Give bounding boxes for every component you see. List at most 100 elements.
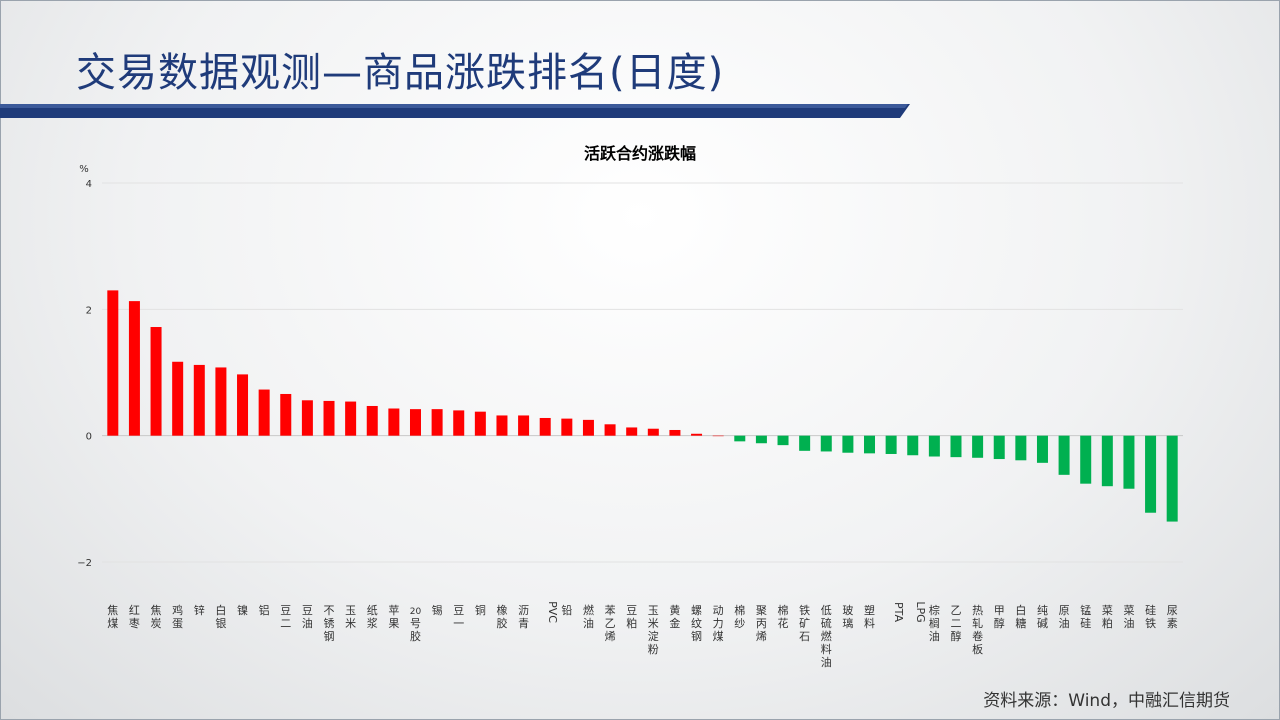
- x-tick-label: 豆二: [280, 604, 291, 630]
- x-tick-label: 焦煤: [107, 604, 118, 630]
- x-tick-label: 热轧卷板: [972, 604, 983, 656]
- bar-锡: [431, 409, 443, 436]
- bar-焦煤: [107, 290, 119, 436]
- bar-PVC: [539, 417, 551, 436]
- bar-玉米淀粉: [647, 428, 659, 436]
- bar-乙二醇: [950, 435, 962, 458]
- bar-鸡蛋: [172, 361, 184, 436]
- x-tick-label: 聚丙烯: [756, 604, 767, 643]
- x-tick-label: 鸡蛋: [172, 603, 183, 630]
- y-tick-label: 2: [86, 305, 92, 316]
- bar-硅铁: [1145, 435, 1157, 513]
- x-tick-label: 苹果: [388, 603, 399, 630]
- bar-聚丙烯: [755, 435, 767, 444]
- title-underline-band: [0, 104, 910, 118]
- source-note: 资料来源：Wind，中融汇信期货: [983, 691, 1230, 711]
- page-title: 交易数据观测—商品涨跌排名(日度): [76, 50, 725, 96]
- bar-豆粕: [626, 427, 638, 436]
- x-tick-label: 红枣: [129, 604, 140, 630]
- x-tick-label: 塑料: [864, 603, 875, 630]
- bar-热轧卷板: [972, 435, 984, 458]
- bars: [107, 290, 1178, 522]
- bar-纯碱: [1036, 435, 1048, 463]
- bar-玻璃: [842, 435, 854, 453]
- x-tick-label: 不锈钢: [324, 604, 335, 643]
- x-tick-label: 低硫燃料油: [821, 604, 832, 669]
- x-tick-label: 铜: [475, 603, 486, 617]
- x-tick-label: 白糖: [1015, 603, 1026, 630]
- bar-焦炭: [150, 327, 162, 436]
- x-tick-label: 纯碱: [1037, 604, 1048, 630]
- x-tick-label: 焦炭: [151, 604, 162, 630]
- bar-白银: [215, 367, 227, 436]
- x-tick-label: 玉米: [345, 604, 356, 630]
- bar-尿素: [1166, 435, 1178, 522]
- bar-红枣: [128, 301, 140, 436]
- y-tick-labels: −2 0 2 4: [77, 179, 92, 569]
- bar-棕榈油: [928, 435, 940, 457]
- x-tick-label: 尿素: [1167, 604, 1178, 630]
- bar-锌: [193, 364, 205, 436]
- bar-菜油: [1123, 435, 1135, 489]
- bar-锰硅: [1080, 435, 1092, 484]
- x-tick-label: 铁矿石: [799, 604, 810, 643]
- x-tick-label: 乙二醇: [950, 604, 961, 643]
- bar-镍: [237, 374, 249, 436]
- bar-螺纹钢: [691, 433, 703, 436]
- bar-LPG: [907, 435, 919, 456]
- x-tick-label: 甲醇: [994, 604, 1005, 630]
- x-tick-label: 原油: [1059, 604, 1070, 630]
- y-tick-label: 0: [86, 432, 92, 443]
- bar-纸浆: [366, 405, 378, 436]
- x-tick-label: 20 号胶: [410, 607, 422, 643]
- x-tick-label: 锌: [194, 603, 205, 617]
- x-tick-label: 螺纹钢: [691, 604, 702, 643]
- bar-低硫燃料油: [820, 435, 832, 452]
- bar-白糖: [1015, 435, 1027, 461]
- x-tick-label: 玻璃: [842, 604, 853, 630]
- bar-橡胶: [496, 415, 508, 436]
- x-tick-label: 豆粕: [626, 604, 637, 630]
- x-tick-label: 棕榈油: [929, 603, 940, 643]
- x-tick-label: 燃油: [583, 603, 594, 630]
- bar-菜粕: [1101, 435, 1113, 487]
- x-tick-label: 锰硅: [1080, 603, 1091, 630]
- bar-铝: [258, 389, 270, 436]
- x-tick-label: 硅铁: [1145, 604, 1156, 630]
- x-tick-label: 镍: [237, 603, 248, 617]
- bar-棉花: [777, 435, 789, 446]
- bar-豆二: [280, 393, 292, 436]
- y-tick-label: 4: [86, 179, 92, 190]
- bar-铜: [474, 411, 486, 436]
- x-tick-label: 沥青: [518, 604, 529, 630]
- x-tick-label: 玉米淀粉: [648, 604, 659, 656]
- bar-沥青: [518, 415, 530, 436]
- x-tick-label: 豆油: [302, 604, 313, 630]
- x-tick-label: 动力煤: [713, 604, 724, 643]
- bar-燃油: [582, 419, 594, 436]
- x-tick-label: 棉花: [778, 603, 789, 630]
- x-tick-label: 苯乙烯: [605, 603, 616, 643]
- bar-黄金: [669, 429, 681, 436]
- bar-苯乙烯: [604, 424, 616, 436]
- y-tick-label: −2: [77, 558, 92, 569]
- x-tick-label: PTA: [892, 602, 905, 622]
- bar-塑料: [864, 435, 876, 454]
- bar-棉纱: [734, 435, 746, 442]
- x-tick-label: 橡胶: [496, 604, 507, 630]
- x-tick-label: 菜油: [1123, 604, 1134, 630]
- chart-title: 活跃合约涨跌幅: [584, 144, 696, 163]
- y-axis-unit: %: [79, 164, 89, 175]
- bar-动力煤: [712, 435, 724, 437]
- gridlines: [102, 182, 1183, 563]
- chart: 活跃合约涨跌幅 % −2 0 2 4 焦煤红枣焦炭鸡蛋锌 白银镍铝豆二豆油不锈钢玉米纸浆…: [77, 144, 1183, 669]
- x-tick-label: 铅: [561, 603, 572, 617]
- bar-原油: [1058, 435, 1070, 475]
- x-tick-label: 菜粕: [1102, 604, 1113, 630]
- x-tick-label: LPG: [914, 601, 927, 622]
- x-tick-label: 铝: [259, 603, 270, 617]
- x-tick-label: 豆一: [453, 604, 464, 630]
- bar-苹果: [388, 408, 400, 436]
- bar-甲醇: [993, 435, 1005, 460]
- bar-20号胶: [409, 409, 421, 436]
